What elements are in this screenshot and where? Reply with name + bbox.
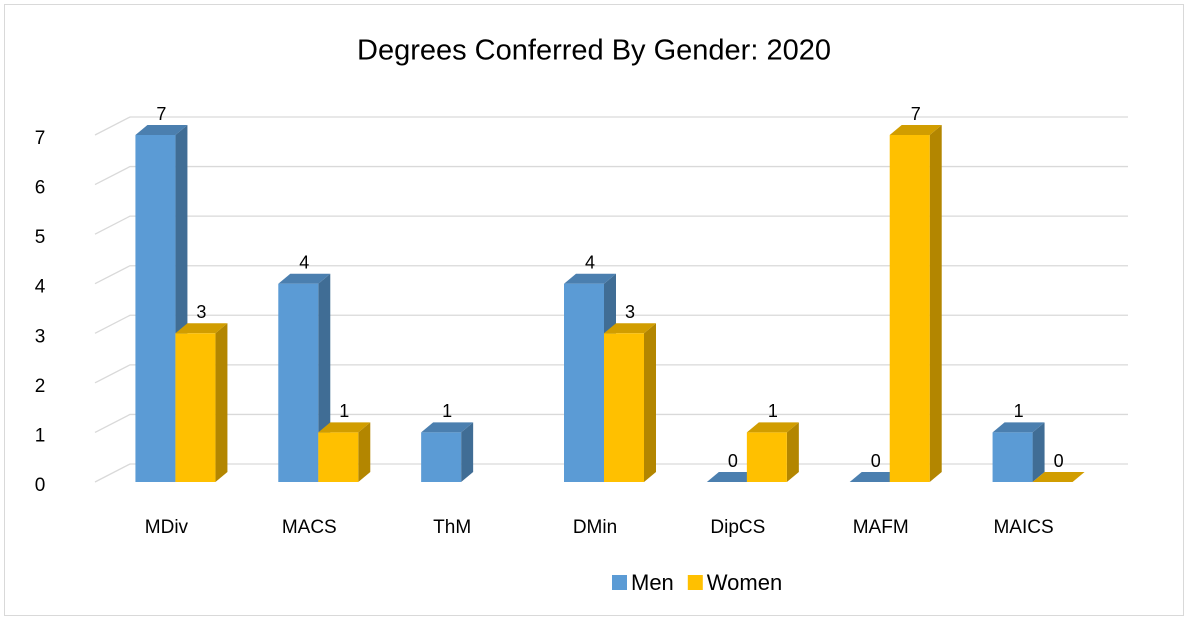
grid-line: [94, 165, 1128, 186]
chart-title: Degrees Conferred By Gender: 2020: [357, 35, 831, 67]
bar-side: [461, 422, 474, 482]
grid-line: [94, 413, 1128, 434]
legend-label: Men: [631, 570, 674, 595]
bar: [175, 323, 228, 482]
data-label: 3: [625, 302, 635, 322]
grid-line: [94, 314, 1128, 334]
y-tick-label: 0: [35, 475, 46, 496]
x-tick-label: MAICS: [993, 517, 1053, 538]
x-tick-label: ThM: [433, 517, 471, 538]
bar-side: [786, 422, 799, 482]
bar-side: [215, 323, 228, 482]
bar-front: [746, 432, 787, 482]
grid-line: [94, 116, 1128, 136]
bar-top: [604, 323, 656, 334]
data-label: 0: [871, 451, 881, 471]
bar: [746, 422, 799, 482]
y-tick-label: 5: [35, 227, 46, 248]
x-tick-label: MACS: [282, 517, 337, 538]
bar: [1032, 472, 1085, 482]
bar-top: [889, 125, 942, 135]
bar-front: [564, 283, 604, 482]
bar-front: [318, 432, 359, 482]
y-tick-label: 4: [35, 277, 46, 298]
x-tick-label: DMin: [573, 517, 617, 538]
x-tick-label: MAFM: [853, 517, 909, 538]
bar-top: [564, 273, 616, 284]
bar-front: [889, 135, 930, 482]
data-label: 0: [1054, 451, 1064, 471]
y-tick-label: 6: [35, 178, 46, 199]
y-tick-label: 7: [35, 128, 46, 149]
bar: [604, 323, 656, 482]
bar-top: [1032, 472, 1085, 482]
bar: [706, 472, 759, 482]
bar-top: [849, 472, 902, 482]
bar-front: [992, 432, 1033, 482]
bar-front: [421, 432, 462, 482]
bar-front: [135, 135, 176, 482]
bar-front: [175, 333, 216, 482]
data-label: 4: [585, 252, 595, 272]
bar-top: [706, 472, 759, 482]
grid-line: [94, 265, 1128, 285]
bar-top: [318, 422, 371, 433]
grid-line: [94, 215, 1128, 235]
bar: [889, 125, 942, 482]
bar: [992, 422, 1045, 482]
data-label: 1: [442, 401, 452, 421]
bar-top: [278, 273, 331, 284]
data-label: 1: [339, 401, 349, 421]
legend-swatch: [687, 575, 703, 590]
x-tick-label: MDiv: [145, 517, 189, 538]
data-label: 1: [768, 401, 778, 421]
bar-side: [358, 422, 371, 482]
data-label: 1: [1014, 401, 1024, 421]
data-label: 4: [299, 252, 309, 272]
bar: [318, 422, 371, 482]
y-tick-label: 3: [35, 326, 46, 347]
data-label: 7: [911, 104, 921, 124]
data-label: 0: [728, 451, 738, 471]
legend-label: Women: [707, 570, 782, 595]
bar: [421, 422, 474, 482]
bar-front: [604, 333, 644, 482]
bar-top: [992, 422, 1045, 433]
grid-line: [94, 364, 1128, 384]
bar-side: [1032, 422, 1045, 482]
legend-swatch: [612, 575, 627, 590]
bar-top: [746, 422, 799, 433]
bar-side: [929, 125, 942, 482]
bar-top: [175, 323, 228, 334]
bar-side: [644, 323, 656, 482]
bar-top: [135, 125, 188, 135]
bar-front: [278, 283, 319, 482]
x-tick-label: DipCS: [710, 517, 765, 538]
y-tick-label: 2: [35, 376, 46, 397]
data-label: 7: [156, 104, 166, 124]
bar-top: [421, 422, 474, 433]
bar: [849, 472, 902, 482]
data-label: 3: [196, 302, 206, 322]
y-tick-label: 1: [35, 425, 46, 446]
